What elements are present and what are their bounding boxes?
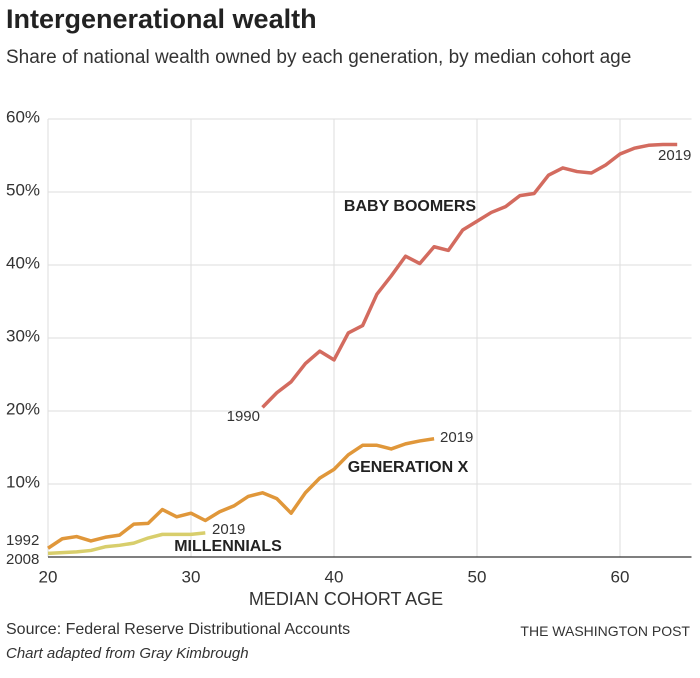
chart-subtitle: Share of national wealth owned by each g… — [6, 47, 632, 68]
start-label: 2008 — [6, 551, 39, 568]
x-tick-label: 50 — [468, 567, 487, 586]
y-tick-label: 10% — [6, 472, 40, 491]
x-tick-label: 20 — [39, 567, 58, 586]
series-line — [47, 437, 435, 550]
chart-title: Intergenerational wealth — [6, 4, 317, 34]
start-label: 1990 — [227, 408, 260, 425]
end-label: 2019 — [440, 429, 473, 446]
series-label: MILLENNIALS — [174, 538, 282, 555]
x-axis-label: MEDIAN COHORT AGE — [249, 589, 443, 609]
x-tick-label: 30 — [182, 567, 201, 586]
end-label: 2019 — [212, 521, 245, 538]
start-label: 1992 — [6, 532, 39, 549]
y-tick-label: 50% — [6, 180, 40, 199]
source: Source: Federal Reserve Distributional A… — [6, 621, 351, 638]
y-tick-label: 40% — [6, 253, 40, 272]
series-label: GENERATION X — [348, 459, 469, 476]
y-tick-label: 60% — [6, 107, 40, 126]
end-label: 2019 — [658, 147, 691, 164]
series-line — [47, 531, 206, 556]
y-tick-label: 30% — [6, 326, 40, 345]
x-tick-label: 60 — [611, 567, 630, 586]
series-line — [261, 142, 678, 409]
note: Chart adapted from Gray Kimbrough — [6, 645, 249, 662]
series-label: BABY BOOMERS — [344, 198, 476, 215]
y-tick-label: 20% — [6, 399, 40, 418]
chart: MEDIAN COHORT AGE 10% 20% 30% 40% 50% 60% 20 30… — [6, 107, 692, 609]
credit: THE WASHINGTON POST — [520, 623, 690, 639]
x-tick-label: 40 — [325, 567, 344, 586]
